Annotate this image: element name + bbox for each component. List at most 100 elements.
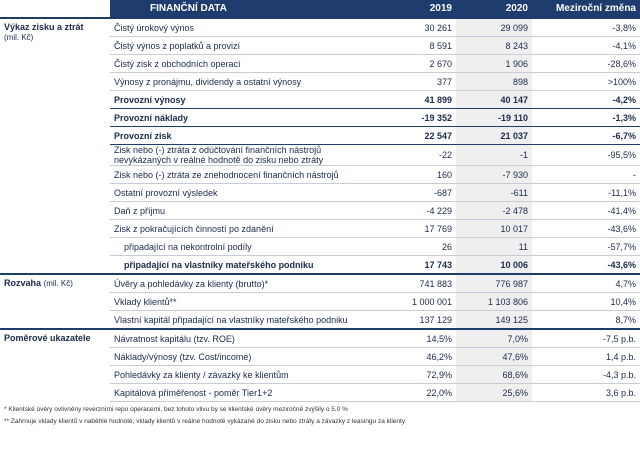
row-label: Výnosy z pronájmu, dividendy a ostatní v…: [110, 72, 378, 91]
value-cell: -22: [378, 144, 456, 166]
table-row: Vlastní kapitál připadající na vlastníky…: [0, 310, 640, 330]
header-cell: Meziroční změna: [532, 0, 640, 18]
value-cell: -19 352: [378, 108, 456, 127]
section-label: Výkaz zisku a ztrát (mil. Kč): [0, 17, 110, 274]
table-row: Ostatní provozní výsledek -687 -611 -11,1%: [0, 183, 640, 202]
value-cell: -41,4%: [532, 201, 640, 220]
section-title: Rozvaha: [4, 278, 42, 288]
value-cell: 22,0%: [378, 383, 456, 402]
table-row: Zisk nebo (-) ztráta ze znehodnocení fin…: [0, 165, 640, 184]
table-row: připadající na nekontrolní podíly 26 11 -57…: [0, 237, 640, 256]
value-cell: -28,6%: [532, 54, 640, 73]
value-cell: 41 899: [378, 90, 456, 109]
value-cell: 46,2%: [378, 347, 456, 366]
value-cell: -687: [378, 183, 456, 202]
row-label: připadající na vlastníky mateřského podn…: [110, 255, 378, 275]
value-cell: 776 987: [456, 273, 532, 293]
value-cell: 8 243: [456, 36, 532, 55]
table-row: připadající na vlastníky mateřského podn…: [0, 255, 640, 275]
row-label: Provozní zisk: [110, 126, 378, 145]
value-cell: 68,6%: [456, 365, 532, 384]
table-row: Vklady klientů** 1 000 001 1 103 806 10,4%: [0, 292, 640, 311]
row-label: Náklady/výnosy (tzv. Cost/income): [110, 347, 378, 366]
value-cell: -1,3%: [532, 108, 640, 127]
value-cell: 72,9%: [378, 365, 456, 384]
value-cell: 21 037: [456, 126, 532, 145]
footnotes: * Klientské úvěry ovlivněny reverzními r…: [0, 405, 640, 426]
row-label: Daň z příjmu: [110, 201, 378, 220]
value-cell: 898: [456, 72, 532, 91]
value-cell: 149 125: [456, 310, 532, 330]
header-cell: 2019: [378, 0, 456, 18]
value-cell: 1 000 001: [378, 292, 456, 311]
value-cell: 11: [456, 237, 532, 256]
row-label: Vlastní kapitál připadající na vlastníky…: [110, 310, 378, 330]
value-cell: 10,4%: [532, 292, 640, 311]
table-row: Pohledávky za klienty / závazky ke klien…: [0, 365, 640, 384]
header-cell: FINANČNÍ DATA: [110, 0, 378, 18]
table-row: Provozní zisk 22 547 21 037 -6,7%: [0, 126, 640, 145]
value-cell: -4,1%: [532, 36, 640, 55]
value-cell: 1 906: [456, 54, 532, 73]
value-cell: -43,6%: [532, 255, 640, 275]
value-cell: 47,6%: [456, 347, 532, 366]
value-cell: 2 670: [378, 54, 456, 73]
value-cell: -4,2%: [532, 90, 640, 109]
value-cell: -7 930: [456, 165, 532, 184]
row-label: Zisk z pokračujících činností po zdanění: [110, 219, 378, 238]
value-cell: 10 006: [456, 255, 532, 275]
value-cell: -4,3 p.b.: [532, 365, 640, 384]
section-label: Rozvaha (mil. Kč): [0, 273, 110, 329]
financial-table: FINANČNÍ DATA 2019 2020 Meziroční změna …: [0, 0, 640, 402]
value-cell: 17 743: [378, 255, 456, 275]
value-cell: 741 883: [378, 273, 456, 293]
row-label: Pohledávky za klienty / závazky ke klien…: [110, 365, 378, 384]
value-cell: -7,5 p.b.: [532, 328, 640, 348]
row-label: Vklady klientů**: [110, 292, 378, 311]
row-label: připadající na nekontrolní podíly: [110, 237, 378, 256]
row-label: Zisk nebo (-) ztráta ze znehodnocení fin…: [110, 165, 378, 184]
table-row: Poměrové ukazatele Návratnost kapitálu (t…: [0, 328, 640, 402]
value-cell: 1,4 p.b.: [532, 347, 640, 366]
section-unit: (mil. Kč): [43, 279, 73, 288]
footnote: * Klientské úvěry ovlivněny reverzními r…: [4, 406, 348, 413]
row-label: Čistý úrokový výnos: [110, 17, 378, 37]
value-cell: >100%: [532, 72, 640, 91]
row-label: Čistý výnos z poplatků a provizí: [110, 36, 378, 55]
value-cell: -3,8%: [532, 17, 640, 37]
footnote: ** Zahrnuje vklady klientů v naběhlé hod…: [4, 418, 406, 425]
value-cell: 26: [378, 237, 456, 256]
table-row: Čistý výnos z poplatků a provizí 8 591 8 2…: [0, 36, 640, 55]
value-cell: -2 478: [456, 201, 532, 220]
value-cell: 14,5%: [378, 328, 456, 348]
value-cell: 137 129: [378, 310, 456, 330]
row-label: Provozní náklady: [110, 108, 378, 127]
table-row: Rozvaha (mil. Kč) Úvěry a pohledávky za k…: [0, 273, 640, 329]
table-row: Náklady/výnosy (tzv. Cost/income) 46,2% 47…: [0, 347, 640, 366]
value-cell: -4 229: [378, 201, 456, 220]
value-cell: 160: [378, 165, 456, 184]
value-cell: 29 099: [456, 17, 532, 37]
value-cell: 8 591: [378, 36, 456, 55]
value-cell: 1 103 806: [456, 292, 532, 311]
table-row: Výkaz zisku a ztrát (mil. Kč) Čistý úrokov…: [0, 17, 640, 274]
section-title: Výkaz zisku a ztrát: [4, 22, 84, 32]
header-cell: 2020: [456, 0, 532, 18]
table-row: Zisk z pokračujících činností po zdanění…: [0, 219, 640, 238]
row-label: Úvěry a pohledávky za klienty (brutto)*: [110, 273, 378, 293]
value-cell: 10 017: [456, 219, 532, 238]
row-label: Zisk nebo (-) ztráta z odúčtování finanč…: [110, 144, 378, 166]
value-cell: -1: [456, 144, 532, 166]
value-cell: -611: [456, 183, 532, 202]
row-label: Návratnost kapitálu (tzv. ROE): [110, 328, 378, 348]
value-cell: -95,5%: [532, 144, 640, 166]
value-cell: 7,0%: [456, 328, 532, 348]
section-label: Poměrové ukazatele: [0, 328, 110, 402]
value-cell: -6,7%: [532, 126, 640, 145]
section-title: Poměrové ukazatele: [4, 333, 91, 343]
table-row: Daň z příjmu -4 229 -2 478 -41,4%: [0, 201, 640, 220]
value-cell: -11,1%: [532, 183, 640, 202]
value-cell: 25,6%: [456, 383, 532, 402]
value-cell: 17 769: [378, 219, 456, 238]
value-cell: 22 547: [378, 126, 456, 145]
